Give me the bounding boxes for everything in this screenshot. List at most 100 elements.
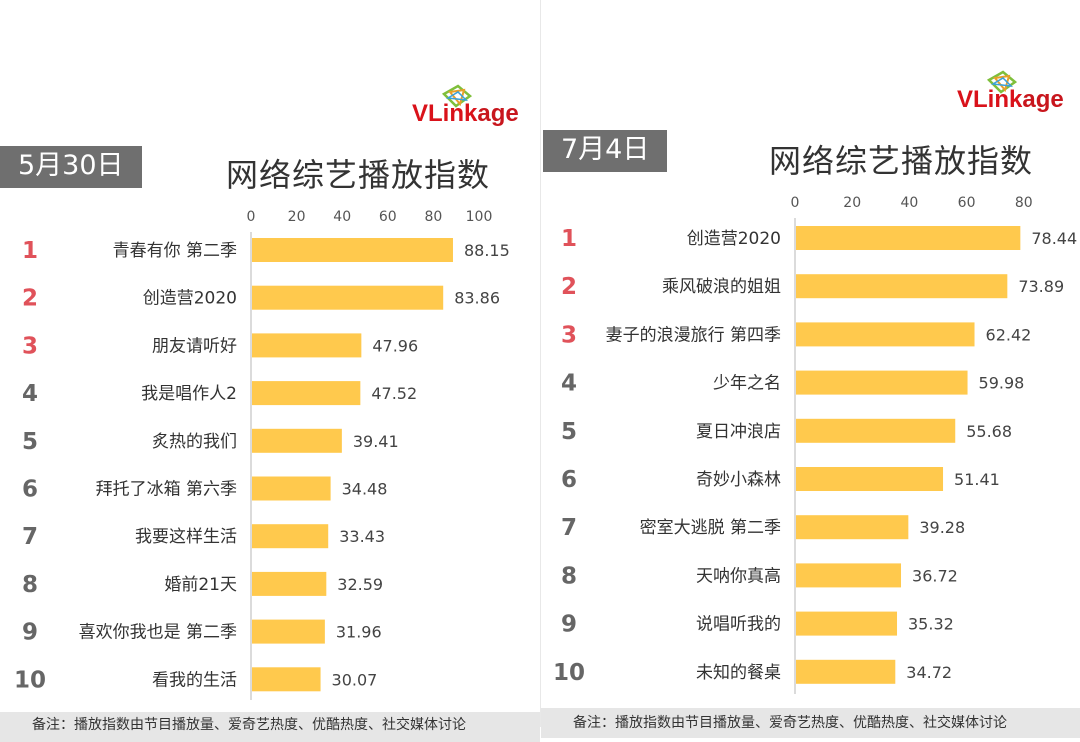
value-label: 47.96: [372, 336, 418, 355]
bar: [252, 285, 444, 310]
x-tick-label: 100: [466, 209, 493, 225]
value-label: 33.43: [339, 527, 385, 546]
value-label: 35.32: [908, 615, 954, 634]
category-label: 天呐你真高: [696, 566, 781, 586]
category-label: 朋友请听好: [152, 336, 237, 356]
category-label: 未知的餐桌: [696, 663, 781, 683]
category-label: 密室大逃脱 第二季: [640, 518, 781, 538]
bar: [252, 428, 342, 453]
bar: [252, 476, 331, 501]
category-label: 说唱听我的: [696, 615, 781, 635]
bar: [796, 515, 909, 540]
value-label: 59.98: [979, 374, 1025, 393]
category-label: 创造营2020: [687, 229, 781, 249]
value-label: 88.15: [464, 241, 510, 260]
bar: [796, 563, 902, 588]
chart-panel-left: VLinkage 5月30日 网络综艺播放指数 0 20 40 60 80 100 1 青春有…: [0, 0, 540, 742]
bar: [252, 667, 321, 692]
logo-text: VLinkage: [957, 86, 1064, 113]
rank-number: 8: [561, 563, 577, 589]
rank-number: 2: [22, 286, 38, 312]
x-tick-label: 20: [843, 195, 861, 211]
category-label: 拜托了冰箱 第六季: [96, 480, 237, 500]
value-label: 51.41: [954, 470, 1000, 489]
rank-number: 7: [561, 515, 577, 541]
value-label: 39.41: [353, 432, 399, 451]
x-tick-label: 60: [958, 195, 976, 211]
bar: [252, 524, 329, 549]
x-tick-label: 60: [379, 209, 397, 225]
category-label: 婚前21天: [164, 575, 237, 595]
rank-number: 9: [22, 620, 38, 646]
category-label: 看我的生活: [152, 670, 237, 690]
rank-number: 3: [22, 333, 38, 359]
category-label: 奇妙小森林: [696, 470, 781, 490]
bar-chart-left: 0 20 40 60 80 100 1 青春有你 第二季 88.15 2 创造营2020 83.86 3…: [14, 209, 510, 700]
bar: [796, 611, 898, 636]
footnote: 备注：播放指数由节目播放量、爱奇艺热度、优酷热度、社交媒体讨论: [573, 715, 1007, 731]
bar: [252, 381, 361, 406]
value-label: 34.48: [342, 480, 388, 499]
logo-mark-icon: [986, 70, 1018, 94]
category-label: 青春有你 第二季: [113, 241, 237, 261]
category-label: 我要这样生活: [135, 527, 237, 547]
logo-mark-icon: [441, 84, 473, 108]
x-tick-label: 80: [424, 209, 442, 225]
value-label: 47.52: [371, 384, 417, 403]
value-label: 83.86: [454, 289, 500, 308]
date-label: 7月4日: [543, 130, 668, 172]
rank-number: 6: [22, 477, 38, 503]
value-label: 30.07: [332, 670, 378, 689]
rank-number: 1: [22, 238, 38, 264]
rank-number: 4: [22, 381, 38, 407]
category-label: 创造营2020: [143, 289, 237, 309]
category-label: 我是唱作人2: [141, 384, 237, 404]
bar: [796, 274, 1008, 299]
value-label: 34.72: [906, 663, 952, 682]
value-label: 36.72: [912, 566, 958, 585]
category-label: 乘风破浪的姐姐: [662, 277, 781, 297]
x-tick-label: 20: [288, 209, 306, 225]
rank-number: 6: [561, 467, 577, 493]
value-label: 78.44: [1031, 229, 1077, 248]
date-label: 5月30日: [0, 146, 142, 188]
bar: [796, 226, 1021, 250]
bar: [796, 659, 896, 684]
category-label: 炙热的我们: [152, 432, 237, 452]
rank-number: 10: [553, 660, 585, 686]
rank-number: 10: [14, 667, 46, 693]
chart-title: 网络综艺播放指数: [226, 156, 491, 194]
x-tick-label: 40: [333, 209, 351, 225]
bar: [252, 238, 453, 262]
footnote: 备注：播放指数由节目播放量、爱奇艺热度、优酷热度、社交媒体讨论: [32, 717, 466, 733]
x-tick-label: 0: [247, 209, 256, 225]
bar: [796, 370, 968, 395]
logo-text: VLinkage: [412, 100, 519, 127]
value-label: 31.96: [336, 623, 382, 642]
bar: [796, 322, 975, 347]
value-label: 55.68: [966, 422, 1012, 441]
bar: [252, 619, 325, 644]
rank-number: 3: [561, 322, 577, 348]
x-tick-label: 0: [791, 195, 800, 211]
value-label: 32.59: [337, 575, 383, 594]
category-label: 妻子的浪漫旅行 第四季: [606, 325, 781, 345]
x-tick-label: 40: [900, 195, 918, 211]
category-label: 喜欢你我也是 第二季: [79, 623, 237, 643]
rank-number: 2: [561, 274, 577, 300]
rank-number: 5: [561, 419, 577, 445]
rank-number: 8: [22, 572, 38, 598]
bar: [252, 333, 362, 358]
vlinkage-logo: VLinkage: [412, 84, 537, 128]
rank-number: 1: [561, 226, 577, 252]
value-label: 62.42: [986, 325, 1032, 344]
category-label: 少年之名: [713, 374, 781, 394]
category-label: 夏日冲浪店: [696, 422, 781, 442]
bar: [796, 467, 944, 491]
rank-number: 7: [22, 524, 38, 550]
vlinkage-logo: VLinkage: [957, 70, 1080, 114]
bar: [796, 418, 956, 443]
chart-panel-right: VLinkage 7月4日 网络综艺播放指数 0 20 40 60 80 1 创造营2020…: [540, 0, 1080, 738]
x-tick-label: 80: [1015, 195, 1033, 211]
value-label: 39.28: [919, 518, 965, 537]
